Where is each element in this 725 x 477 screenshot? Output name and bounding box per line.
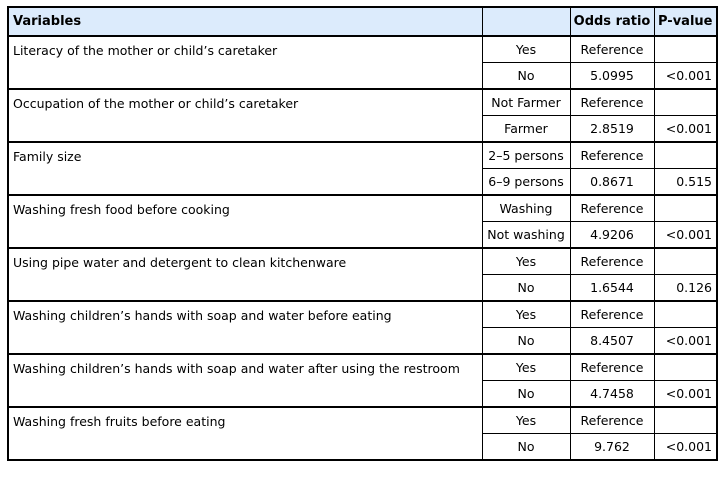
variable-cell: Washing fresh food before cooking [7, 194, 483, 249]
category-cell: 2–5 persons [481, 141, 571, 169]
category-cell: Not Farmer [481, 88, 571, 116]
category-cell: Yes [481, 353, 571, 381]
odds-ratio-cell: 2.8519 [569, 115, 655, 143]
table-row: Washing children’s hands with soap and w… [7, 300, 718, 355]
category-cell: No [481, 433, 571, 461]
table-row: 6–9 persons 0.8671 0.515 [8, 168, 718, 196]
table-row: No 1.6544 0.126 [8, 274, 718, 302]
variable-cell: Occupation of the mother or child’s care… [7, 88, 483, 143]
table-row: Washing fresh fruits before eating Yes R… [7, 406, 718, 461]
p-value-cell [653, 406, 718, 434]
odds-ratio-cell: 9.762 [569, 433, 655, 461]
table-row: No 9.762 <0.001 [8, 433, 718, 461]
category-cell: No [481, 380, 571, 408]
p-value-cell [653, 35, 718, 63]
category-cell: 6–9 persons [481, 168, 571, 196]
variable-cell: Washing fresh fruits before eating [7, 406, 483, 461]
table-row: Family size 2–5 persons Reference [7, 141, 718, 196]
p-value-cell [653, 88, 718, 116]
category-cell: Farmer [481, 115, 571, 143]
column-header-p-value: P-value [653, 6, 718, 37]
table-row: No 8.4507 <0.001 [8, 327, 718, 355]
category-cell: Not washing [481, 221, 571, 249]
odds-ratio-cell: Reference [569, 300, 655, 328]
variable-cell: Literacy of the mother or child’s careta… [7, 35, 483, 90]
odds-ratio-cell: 0.8671 [569, 168, 655, 196]
p-value-cell: 0.515 [653, 168, 718, 196]
p-value-cell: <0.001 [653, 380, 718, 408]
odds-ratio-cell: 8.4507 [569, 327, 655, 355]
table-row: No 4.7458 <0.001 [8, 380, 718, 408]
odds-ratio-cell: 5.0995 [569, 62, 655, 90]
p-value-cell: <0.001 [653, 115, 718, 143]
table-row: Using pipe water and detergent to clean … [7, 247, 718, 302]
p-value-cell: <0.001 [653, 62, 718, 90]
p-value-cell: <0.001 [653, 221, 718, 249]
page: Variables Odds ratio P-value Literacy of… [7, 6, 718, 461]
results-table: Variables Odds ratio P-value Literacy of… [7, 6, 718, 461]
table-row: Not washing 4.9206 <0.001 [8, 221, 718, 249]
p-value-cell: <0.001 [653, 433, 718, 461]
category-cell: Washing [481, 194, 571, 222]
p-value-cell [653, 353, 718, 381]
table-row: Washing children’s hands with soap and w… [7, 353, 718, 408]
table-row: Washing fresh food before cooking Washin… [7, 194, 718, 249]
category-cell: Yes [481, 247, 571, 275]
odds-ratio-cell: Reference [569, 194, 655, 222]
table-row: Farmer 2.8519 <0.001 [8, 115, 718, 143]
odds-ratio-cell: Reference [569, 141, 655, 169]
p-value-cell [653, 247, 718, 275]
variable-cell: Using pipe water and detergent to clean … [7, 247, 483, 302]
table-row: Occupation of the mother or child’s care… [7, 88, 718, 143]
odds-ratio-cell: Reference [569, 353, 655, 381]
p-value-cell: <0.001 [653, 327, 718, 355]
odds-ratio-cell: Reference [569, 88, 655, 116]
odds-ratio-cell: 4.7458 [569, 380, 655, 408]
odds-ratio-cell: Reference [569, 247, 655, 275]
odds-ratio-cell: Reference [569, 35, 655, 63]
category-cell: No [481, 274, 571, 302]
column-header-category [481, 6, 571, 37]
category-cell: Yes [481, 406, 571, 434]
p-value-cell [653, 300, 718, 328]
table-row: No 5.0995 <0.001 [8, 62, 718, 90]
category-cell: Yes [481, 300, 571, 328]
variable-cell: Family size [7, 141, 483, 196]
odds-ratio-cell: Reference [569, 406, 655, 434]
category-cell: Yes [481, 35, 571, 63]
category-cell: No [481, 62, 571, 90]
p-value-cell [653, 194, 718, 222]
column-header-odds-ratio: Odds ratio [569, 6, 655, 37]
odds-ratio-cell: 4.9206 [569, 221, 655, 249]
p-value-cell [653, 141, 718, 169]
category-cell: No [481, 327, 571, 355]
p-value-cell: 0.126 [653, 274, 718, 302]
header-row: Variables Odds ratio P-value [7, 6, 718, 37]
variable-cell: Washing children’s hands with soap and w… [7, 353, 483, 408]
odds-ratio-cell: 1.6544 [569, 274, 655, 302]
variable-cell: Washing children’s hands with soap and w… [7, 300, 483, 355]
table-row: Literacy of the mother or child’s careta… [7, 35, 718, 90]
column-header-variables: Variables [7, 6, 483, 37]
